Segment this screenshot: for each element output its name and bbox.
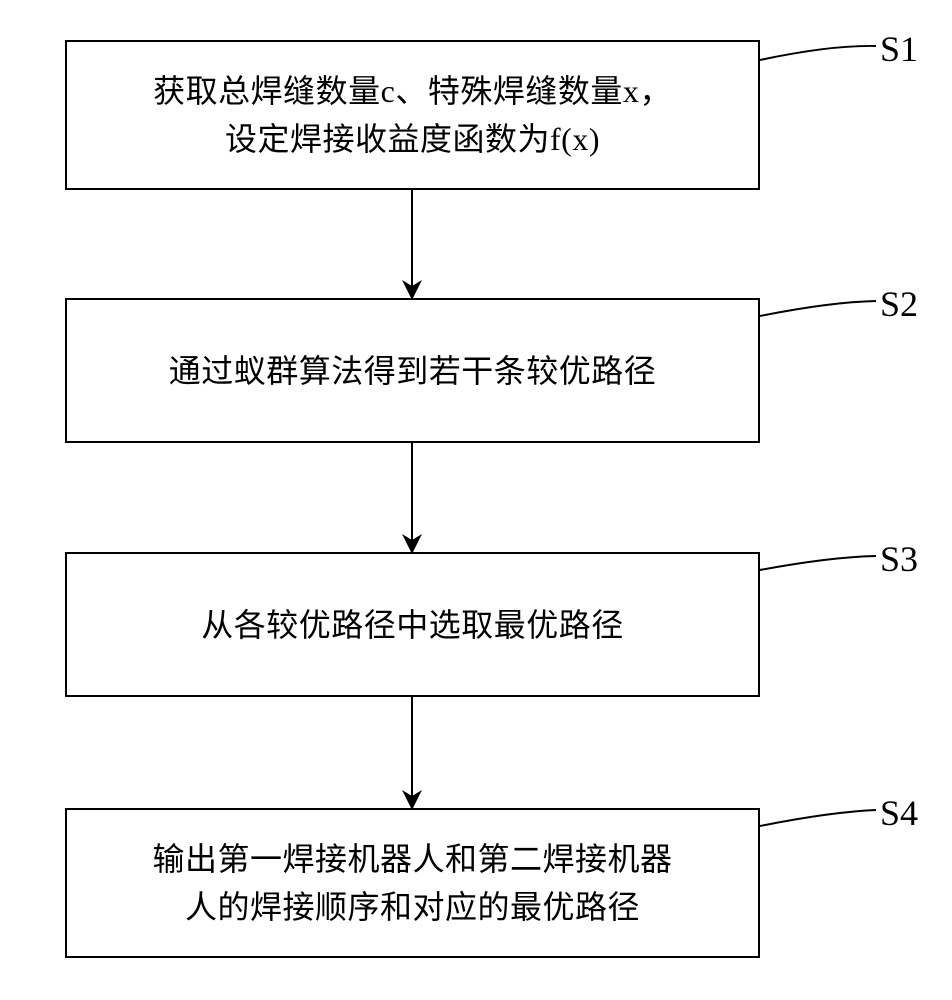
leader-s4 bbox=[760, 810, 876, 826]
flow-node-s4-text: 输出第一焊接机器人和第二焊接机器 人的焊接顺序和对应的最优路径 bbox=[152, 835, 672, 931]
step-label-s4: S4 bbox=[880, 792, 918, 834]
flow-node-s3: 从各较优路径中选取最优路径 bbox=[65, 552, 760, 697]
leader-lines bbox=[760, 46, 876, 826]
leader-s3 bbox=[760, 556, 876, 570]
flow-node-s4: 输出第一焊接机器人和第二焊接机器 人的焊接顺序和对应的最优路径 bbox=[65, 808, 760, 958]
leader-s1 bbox=[760, 46, 876, 60]
step-label-s1: S1 bbox=[880, 28, 918, 70]
flow-node-s2: 通过蚁群算法得到若干条较优路径 bbox=[65, 298, 760, 443]
flow-node-s1: 获取总焊缝数量c、特殊焊缝数量x， 设定焊接收益度函数为f(x) bbox=[65, 40, 760, 190]
flow-node-s2-text: 通过蚁群算法得到若干条较优路径 bbox=[169, 347, 657, 395]
step-label-s2: S2 bbox=[880, 283, 918, 325]
step-label-s3: S3 bbox=[880, 538, 918, 580]
flow-node-s3-text: 从各较优路径中选取最优路径 bbox=[201, 601, 624, 649]
flowchart-canvas: 获取总焊缝数量c、特殊焊缝数量x， 设定焊接收益度函数为f(x) 通过蚁群算法得… bbox=[0, 0, 952, 1000]
flow-node-s1-text: 获取总焊缝数量c、特殊焊缝数量x， 设定焊接收益度函数为f(x) bbox=[153, 67, 672, 163]
leader-s2 bbox=[760, 301, 876, 316]
